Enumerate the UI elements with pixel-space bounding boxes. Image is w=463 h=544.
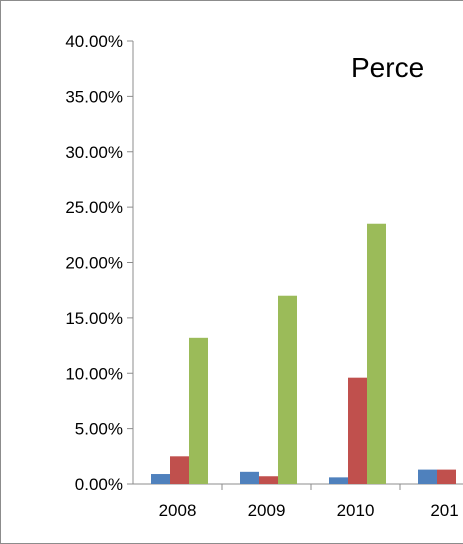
y-tick-label: 15.00% — [65, 309, 123, 328]
y-tick-label: 40.00% — [65, 32, 123, 51]
y-tick-label: 25.00% — [65, 198, 123, 217]
bar-layer — [151, 223, 456, 485]
bar — [189, 337, 208, 484]
bar — [367, 223, 386, 485]
label-layer: 0.00% 5.00% 10.00% 15.00% 20.00% 25.00% 30.00%… — [65, 32, 458, 520]
y-tick-label: 35.00% — [65, 87, 123, 106]
bar — [259, 476, 278, 484]
y-tick-label: 0.00% — [75, 475, 123, 494]
bar — [418, 469, 437, 484]
x-tick-label: 2010 — [337, 501, 375, 520]
y-tick-label: 30.00% — [65, 143, 123, 162]
y-tick-label: 5.00% — [75, 420, 123, 439]
x-tick-label: 201 — [430, 501, 458, 520]
y-tick-label: 10.00% — [65, 364, 123, 383]
bar — [348, 377, 367, 484]
bar — [437, 469, 456, 484]
y-tick-label: 20.00% — [65, 254, 123, 273]
bar — [151, 474, 170, 484]
bar — [170, 456, 189, 484]
bar — [278, 295, 297, 484]
bar — [240, 471, 259, 484]
bar — [329, 477, 348, 484]
x-tick-label: 2008 — [159, 501, 197, 520]
chart-title: Perce — [351, 52, 424, 83]
x-tick-label: 2009 — [248, 501, 286, 520]
